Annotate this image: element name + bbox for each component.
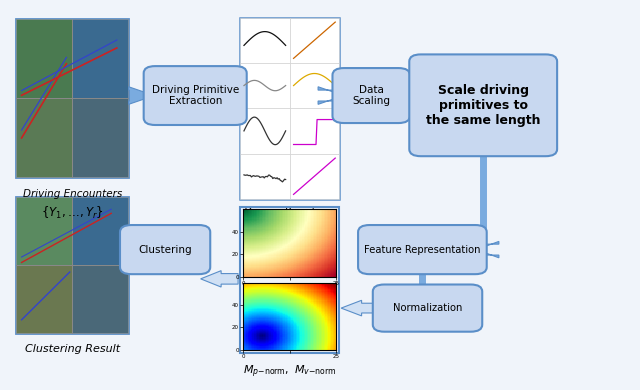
Bar — [290, 108, 339, 154]
FancyBboxPatch shape — [410, 55, 557, 156]
Text: Driving Primitive
Extraction: Driving Primitive Extraction — [152, 85, 239, 106]
FancyArrow shape — [318, 87, 344, 104]
Bar — [72, 20, 128, 98]
Bar — [72, 265, 128, 333]
Bar — [240, 154, 290, 199]
Text: Clustering: Clustering — [138, 245, 192, 255]
FancyBboxPatch shape — [372, 285, 483, 332]
FancyBboxPatch shape — [358, 225, 486, 274]
FancyArrow shape — [214, 87, 240, 104]
Bar — [240, 18, 290, 63]
Bar — [16, 20, 72, 98]
Text: Clustering Result: Clustering Result — [25, 344, 120, 354]
Bar — [240, 63, 290, 108]
Bar — [16, 20, 128, 177]
FancyArrow shape — [130, 241, 150, 258]
Bar — [290, 63, 339, 108]
Text: Scale driving
primitives to
the same length: Scale driving primitives to the same len… — [426, 84, 540, 127]
Text: $\{\bar{Y}_m,\ldots,\bar{Y}_n\}$: $\{\bar{Y}_m,\ldots,\bar{Y}_n\}$ — [254, 223, 326, 241]
FancyArrow shape — [395, 87, 420, 104]
FancyBboxPatch shape — [144, 66, 247, 125]
Text: Driving Primitives: Driving Primitives — [244, 207, 336, 218]
FancyArrow shape — [476, 241, 499, 258]
Text: Normalization: Normalization — [393, 303, 462, 313]
Bar — [16, 98, 72, 177]
Bar — [16, 197, 128, 333]
Bar — [16, 197, 72, 265]
Bar — [290, 154, 339, 199]
FancyArrow shape — [341, 300, 385, 316]
FancyArrow shape — [129, 87, 154, 104]
Text: Data
Scaling: Data Scaling — [352, 85, 390, 106]
Bar — [240, 108, 290, 154]
Text: $\{Y_1,\ldots,Y_r\}$: $\{Y_1,\ldots,Y_r\}$ — [41, 205, 104, 221]
Text: $M_{p\mathrm{-norm}},\ M_{v\mathrm{-norm}}$: $M_{p\mathrm{-norm}},\ M_{v\mathrm{-norm… — [243, 363, 337, 380]
Bar — [240, 207, 339, 353]
FancyArrow shape — [408, 291, 437, 306]
FancyArrow shape — [201, 271, 238, 287]
Bar — [72, 197, 128, 265]
Text: Driving Encounters: Driving Encounters — [22, 189, 122, 199]
Bar — [240, 18, 339, 199]
Bar — [290, 18, 339, 63]
FancyBboxPatch shape — [120, 225, 210, 274]
Bar — [16, 265, 72, 333]
Bar — [72, 98, 128, 177]
Text: Feature Representation: Feature Representation — [364, 245, 481, 255]
FancyBboxPatch shape — [333, 68, 410, 123]
